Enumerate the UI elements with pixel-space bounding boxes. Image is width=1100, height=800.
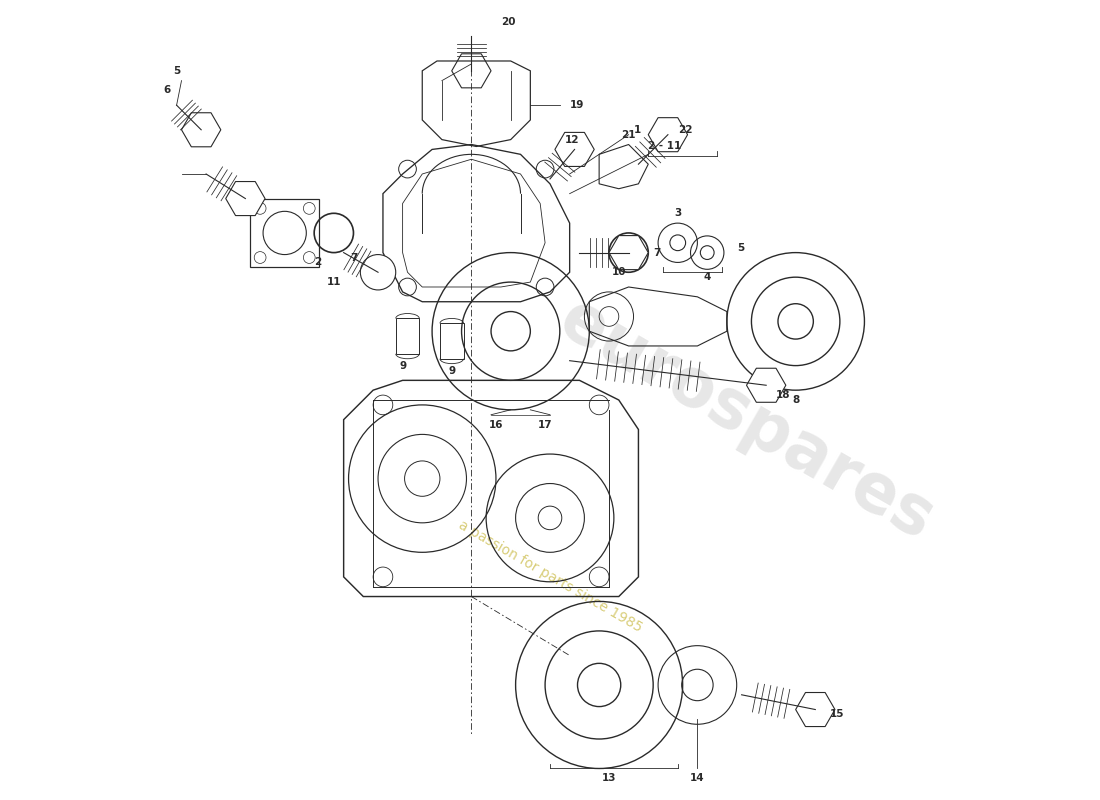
Bar	[251, 198, 319, 267]
Text: 7: 7	[350, 253, 358, 262]
Text: 7: 7	[653, 248, 661, 258]
Text: 5: 5	[173, 66, 180, 76]
Bar	[396, 318, 419, 354]
Text: 17: 17	[538, 419, 552, 430]
Text: 3: 3	[674, 208, 681, 218]
Text: 20: 20	[500, 17, 516, 26]
Text: 5: 5	[737, 242, 744, 253]
Text: 9: 9	[399, 361, 406, 370]
Text: 2: 2	[315, 258, 321, 267]
Text: 1: 1	[634, 125, 641, 134]
Bar	[440, 323, 463, 358]
Text: 6: 6	[163, 86, 170, 95]
Text: 9: 9	[448, 366, 455, 375]
Text: 16: 16	[488, 419, 503, 430]
Text: 19: 19	[570, 100, 584, 110]
Text: 12: 12	[564, 134, 580, 145]
Text: 2 - 11: 2 - 11	[648, 142, 682, 151]
Text: 8: 8	[792, 395, 800, 405]
Text: 18: 18	[776, 390, 791, 400]
Text: 22: 22	[678, 125, 692, 134]
Text: 11: 11	[327, 277, 341, 287]
Circle shape	[361, 254, 396, 290]
Text: 15: 15	[830, 710, 845, 719]
Text: eurospares: eurospares	[548, 286, 946, 554]
Text: 14: 14	[690, 774, 705, 783]
Text: 4: 4	[704, 272, 711, 282]
Text: a passion for parts since 1985: a passion for parts since 1985	[455, 518, 645, 635]
Text: 10: 10	[612, 267, 626, 278]
Text: 21: 21	[621, 130, 636, 140]
Text: 13: 13	[602, 774, 616, 783]
